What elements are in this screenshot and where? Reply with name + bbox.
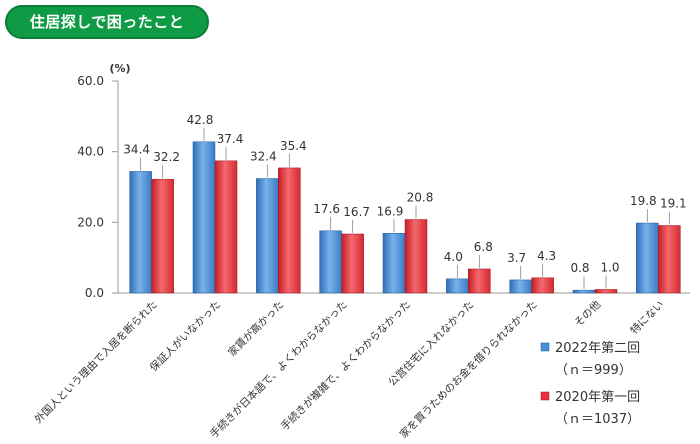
bar-series-2020 xyxy=(341,233,364,294)
legend-series-name: 2022年第二回 xyxy=(555,341,640,356)
data-label: 42.8 xyxy=(187,113,214,127)
legend-sample-size: （ｎ＝1037） xyxy=(555,412,640,427)
bar-series-2020 xyxy=(468,268,491,294)
data-label: 19.1 xyxy=(660,197,687,211)
data-label: 32.2 xyxy=(153,150,180,164)
data-label: 17.6 xyxy=(313,202,340,216)
data-label: 16.9 xyxy=(377,204,404,218)
bar-series-2020 xyxy=(658,225,681,294)
data-label: 6.8 xyxy=(474,240,493,254)
data-label: 16.7 xyxy=(343,205,370,219)
bar-series-2020 xyxy=(531,277,554,294)
bar-series-2022 xyxy=(319,230,342,294)
bar-series-2022 xyxy=(446,278,469,294)
bar-series-2020 xyxy=(151,178,174,294)
data-label: 0.8 xyxy=(570,261,589,275)
bar-series-2022 xyxy=(129,171,152,294)
data-label: 3.7 xyxy=(507,251,526,265)
data-label: 34.4 xyxy=(123,142,150,156)
y-tick-label: 0.0 xyxy=(85,286,104,300)
x-category-label: 手続きが日本語で、よくわからなかった xyxy=(207,298,350,441)
x-category-label: 特にない xyxy=(628,299,666,337)
bar-series-2022 xyxy=(509,279,532,294)
x-category-label: 保証人がいなかった xyxy=(147,298,223,374)
bar-series-2022 xyxy=(382,233,406,294)
y-tick-label: 20.0 xyxy=(77,215,104,229)
legend-sample-size: （ｎ＝999） xyxy=(555,363,632,378)
data-label: 32.4 xyxy=(250,150,277,164)
bar-series-2022 xyxy=(256,178,279,294)
bar-series-2022 xyxy=(636,222,659,294)
y-axis-unit: (%) xyxy=(109,62,130,75)
legend-swatch xyxy=(540,391,550,401)
legend-swatch xyxy=(540,342,550,352)
data-label: 19.8 xyxy=(630,194,657,208)
x-category-label: その他 xyxy=(572,298,604,330)
legend-series-name: 2020年第一回 xyxy=(555,390,640,405)
chart-title: 住居探しで困ったこと xyxy=(5,5,209,39)
data-label: 1.0 xyxy=(600,260,619,274)
bar-series-2022 xyxy=(572,289,596,294)
data-label: 35.4 xyxy=(280,139,307,153)
x-category-label: 手続きが複雑で、よくわからなかった xyxy=(278,298,413,433)
bar-series-2022 xyxy=(192,141,216,294)
data-label: 37.4 xyxy=(217,132,244,146)
data-label: 4.3 xyxy=(537,249,556,263)
y-tick-label: 60.0 xyxy=(77,74,104,88)
bar-series-2020 xyxy=(594,289,618,294)
x-category-label: 家を買うためのお金を借りられなかった xyxy=(397,298,540,441)
data-label: 20.8 xyxy=(407,191,434,205)
x-category-label: 外国人という理由で入居を断られた xyxy=(32,298,160,426)
bar-series-2020 xyxy=(404,219,428,294)
y-tick-label: 40.0 xyxy=(77,145,104,159)
bar-series-2020 xyxy=(214,160,238,294)
x-category-label: 家賃が高かった xyxy=(225,298,286,359)
bar-series-2020 xyxy=(278,167,301,294)
data-label: 4.0 xyxy=(444,250,463,264)
